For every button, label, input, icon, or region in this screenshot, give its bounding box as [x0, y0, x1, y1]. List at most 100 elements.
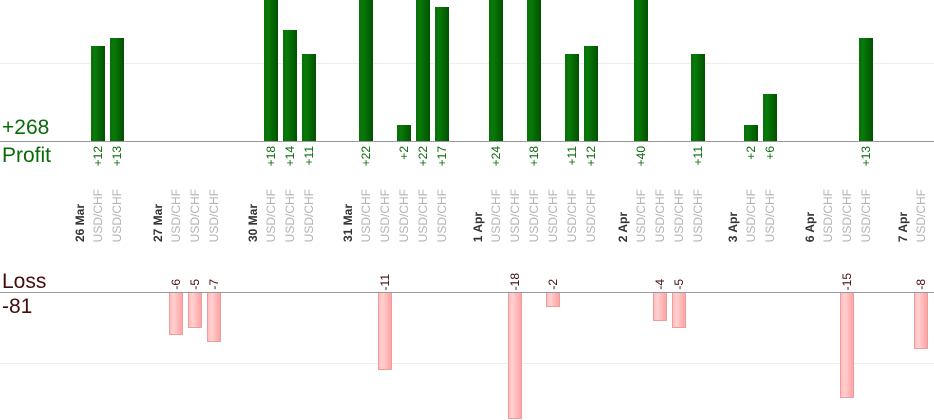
instrument-label-text: USD/CHF — [691, 188, 705, 242]
profit-bar — [859, 38, 873, 141]
loss-bar — [672, 293, 686, 328]
loss-value-label: -8 — [912, 246, 930, 290]
loss-value-label-text: -6 — [169, 279, 183, 290]
instrument-label-text: USD/CHF — [264, 188, 278, 242]
loss-value-label-text: -5 — [672, 279, 686, 290]
loss-value-label-text: -4 — [653, 279, 667, 290]
instrument-label: USD/CHF — [651, 184, 669, 242]
instrument-label-text: USD/CHF — [821, 188, 835, 242]
profit-value-label: +24 — [487, 146, 505, 190]
instrument-label-text: USD/CHF — [634, 188, 648, 242]
profit-value-label-text: +22 — [416, 146, 430, 167]
instrument-label: USD/CHF — [838, 184, 856, 242]
profit-value-label-text: +13 — [859, 146, 873, 167]
instrument-label: USD/CHF — [670, 184, 688, 242]
instrument-label: USD/CHF — [186, 184, 204, 242]
loss-bar — [546, 293, 560, 307]
profit-value-label-text: +11 — [691, 146, 705, 166]
loss-value-label-text: -7 — [207, 279, 221, 290]
instrument-label-text: USD/CHF — [283, 188, 297, 242]
profit-bar — [264, 0, 278, 141]
instrument-label: USD/CHF — [912, 184, 930, 242]
instrument-label-text: USD/CHF — [508, 188, 522, 242]
profit-bar — [763, 94, 777, 141]
profit-bar — [416, 0, 430, 141]
loss-axis-title: Loss — [2, 270, 47, 293]
date-label: 26 Mar — [71, 184, 89, 242]
loss-value-label-text: -5 — [188, 279, 202, 290]
loss-value-label-text: -15 — [840, 272, 854, 290]
profit-value-label-text: +11 — [302, 146, 316, 166]
instrument-label: USD/CHF — [544, 184, 562, 242]
instrument-label-text: USD/CHF — [763, 188, 777, 242]
loss-bar — [188, 293, 202, 328]
profit-bar — [302, 54, 316, 141]
instrument-label-text: USD/CHF — [91, 188, 105, 242]
profit-value-label-text: +18 — [527, 146, 541, 167]
instrument-label-text: USD/CHF — [397, 188, 411, 242]
profit-value-label: +12 — [89, 146, 107, 190]
loss-bar — [378, 293, 392, 370]
profit-bar — [691, 54, 705, 141]
instrument-label-text: USD/CHF — [435, 188, 449, 242]
instrument-label: USD/CHF — [563, 184, 581, 242]
profit-baseline — [0, 141, 934, 142]
instrument-label-text: USD/CHF — [110, 188, 124, 242]
instrument-label: USD/CHF — [761, 184, 779, 242]
date-label-text: 26 Mar — [73, 203, 87, 242]
date-label: 27 Mar — [149, 184, 167, 242]
instrument-label: USD/CHF — [632, 184, 650, 242]
date-label-text: 1 Apr — [471, 211, 485, 242]
instrument-label-text: USD/CHF — [489, 188, 503, 242]
loss-value-label: -2 — [544, 246, 562, 290]
instrument-label-text: USD/CHF — [546, 188, 560, 242]
date-label-text: 3 Apr — [726, 211, 740, 242]
profit-value-label-text: +22 — [359, 146, 373, 167]
profit-value-label: +2 — [742, 146, 760, 190]
profit-value-label: +17 — [433, 146, 451, 190]
instrument-label-text: USD/CHF — [527, 188, 541, 242]
profit-value-label-text: +17 — [435, 146, 449, 167]
loss-value-label: -4 — [651, 246, 669, 290]
profit-bar — [359, 0, 373, 141]
instrument-label-text: USD/CHF — [302, 188, 316, 242]
profit-value-label: +40 — [632, 146, 650, 190]
instrument-label-text: USD/CHF — [188, 188, 202, 242]
instrument-label-text: USD/CHF — [840, 188, 854, 242]
instrument-label: USD/CHF — [300, 184, 318, 242]
profit-value-label-text: +12 — [91, 146, 105, 167]
loss-value-label: -5 — [670, 246, 688, 290]
loss-bar — [207, 293, 221, 342]
loss-gridline — [0, 363, 934, 364]
profit-bar — [397, 125, 411, 141]
profit-bar — [584, 46, 598, 141]
instrument-label: USD/CHF — [395, 184, 413, 242]
profit-value-label-text: +40 — [634, 146, 648, 167]
profit-value-label-text: +13 — [110, 146, 124, 167]
loss-value-label: -18 — [506, 246, 524, 290]
profit-value-label-text: +6 — [763, 146, 777, 160]
date-label-text: 2 Apr — [616, 211, 630, 242]
profit-value-label-text: +2 — [397, 146, 411, 160]
instrument-label-text: USD/CHF — [744, 188, 758, 242]
date-label: 7 Apr — [894, 184, 912, 242]
instrument-label: USD/CHF — [281, 184, 299, 242]
profit-bar — [283, 30, 297, 141]
loss-value-label: -7 — [205, 246, 223, 290]
date-label: 31 Mar — [339, 184, 357, 242]
profit-bar — [489, 0, 503, 141]
instrument-label: USD/CHF — [857, 184, 875, 242]
instrument-label-text: USD/CHF — [914, 188, 928, 242]
profit-value-label: +11 — [689, 146, 707, 190]
loss-value-label: -15 — [838, 246, 856, 290]
date-label-text: 27 Mar — [151, 203, 165, 242]
date-label: 1 Apr — [469, 184, 487, 242]
profit-gridline — [0, 63, 934, 64]
loss-value-label: -5 — [186, 246, 204, 290]
profit-value-label-text: +12 — [584, 146, 598, 167]
profit-value-label: +2 — [395, 146, 413, 190]
profit-bar — [634, 0, 648, 141]
profit-bar — [527, 0, 541, 141]
instrument-label: USD/CHF — [525, 184, 543, 242]
instrument-label: USD/CHF — [819, 184, 837, 242]
